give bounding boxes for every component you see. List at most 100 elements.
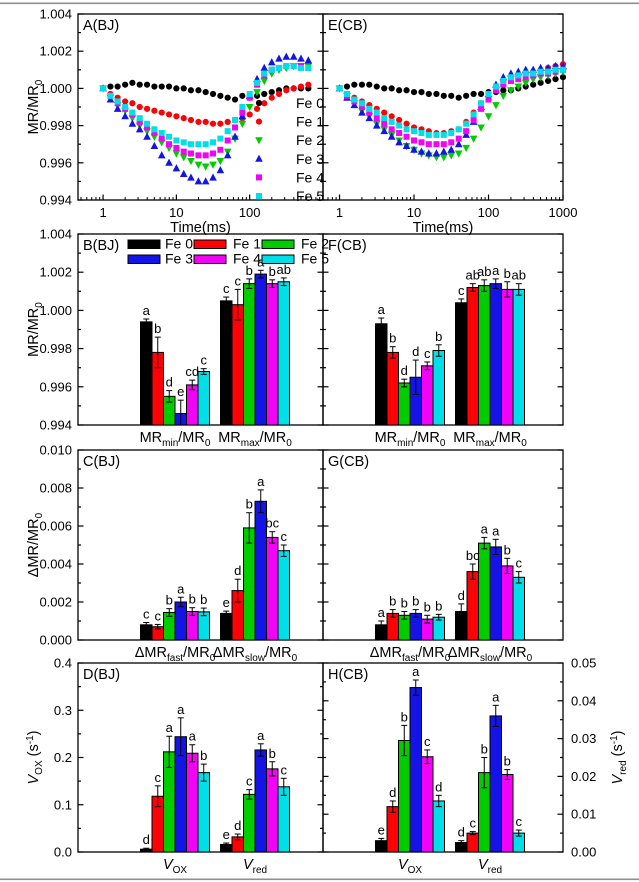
significance-letter: d xyxy=(143,832,150,847)
y-axis: 0.0 0.1 0.2 0.3 0.4 xyxy=(54,656,323,860)
significance-letter: b xyxy=(424,599,431,614)
significance-letter: c xyxy=(155,608,162,623)
significance-letter: b xyxy=(189,592,196,607)
significance-letter: c xyxy=(223,281,230,296)
significance-letter: b xyxy=(389,331,396,346)
bar-fe-1 xyxy=(231,304,244,426)
bottom-frame-line xyxy=(0,878,639,881)
bar-fe-3 xyxy=(254,273,267,426)
significance-letter: c xyxy=(516,556,523,571)
y-tick-label: 0.00 xyxy=(571,845,596,860)
panel-title: C(BJ) xyxy=(83,454,120,470)
significance-letter: b xyxy=(504,266,511,281)
significance-letter: a xyxy=(257,254,265,269)
significance-letter: ab xyxy=(512,268,526,283)
legend-label: Fe 3 xyxy=(296,151,324,167)
bar-fe-5 xyxy=(277,550,290,641)
significance-letter: b xyxy=(412,594,419,609)
bar-fe-1 xyxy=(466,571,479,641)
group-label: VOX xyxy=(398,857,422,876)
panel-title: A(BJ) xyxy=(83,18,119,34)
series-fe-5 xyxy=(100,63,312,148)
panel-C: 0.000 0.002 0.004 0.006 0.008 0.010 ΔMR/MR0 C(B… xyxy=(26,443,324,664)
significance-letter: bc xyxy=(466,548,480,563)
significance-letter: b xyxy=(435,598,442,613)
group-label: ΔMRfast/MR0 xyxy=(135,645,216,664)
bar-fe-3 xyxy=(489,715,502,853)
top-frame-line xyxy=(0,2,639,5)
significance-letter: d xyxy=(412,344,419,359)
significance-letter: b xyxy=(401,709,408,724)
x-axis: 1 10 100 xyxy=(80,194,324,220)
significance-letter: a xyxy=(257,474,265,489)
legend-label: Fe 1 xyxy=(233,236,261,252)
bar-fe-2 xyxy=(478,285,491,426)
bar-fe-5 xyxy=(512,576,525,641)
legend-label: Fe 2 xyxy=(296,132,324,148)
y-tick-label: 0.996 xyxy=(39,155,72,170)
panel-title: F(CB) xyxy=(328,238,367,254)
significance-letter: c xyxy=(281,762,288,777)
bar-fe-4 xyxy=(501,565,514,641)
bar-fe-5 xyxy=(277,786,290,853)
y-tick-label: 0.05 xyxy=(571,656,596,671)
y-tick-label: 0.004 xyxy=(39,557,72,572)
group-label: MRmax/MR0 xyxy=(453,430,527,449)
bar-fe-1 xyxy=(466,286,479,426)
significance-letter: a xyxy=(166,720,174,735)
significance-letter: c xyxy=(246,774,253,789)
panel-A: 0.994 0.996 0.998 1.000 1.002 1.004 MR/MR0 A(BJ… xyxy=(26,7,324,237)
significance-letter: b xyxy=(200,748,207,763)
bar-fe-4 xyxy=(186,752,199,853)
significance-letter: b xyxy=(504,542,511,557)
bar-fe-3 xyxy=(409,687,422,853)
group-label: ΔMRfast/MR0 xyxy=(370,645,451,664)
y-axis: 0.994 0.996 0.998 1.000 1.002 1.004 xyxy=(39,227,323,433)
y-axis xyxy=(323,233,563,426)
bar-fe-1 xyxy=(386,351,399,426)
y-tick-label: 0.010 xyxy=(39,443,72,458)
bar-fe-5 xyxy=(432,350,445,426)
bar-fe-0 xyxy=(220,300,233,426)
legend-label: Fe 2 xyxy=(301,236,329,252)
panel-title: D(BJ) xyxy=(83,667,120,683)
y-tick-label: 0.3 xyxy=(54,703,72,718)
significance-letter: ab xyxy=(477,264,491,279)
y-axis-label-right: Vred (s-1) xyxy=(609,731,629,785)
bar-fe-0 xyxy=(220,612,233,641)
y-tick-label: 0.996 xyxy=(39,379,72,394)
y-tick-label: 0.03 xyxy=(571,731,596,746)
group-label: Vred xyxy=(478,857,502,876)
significance-letter: b xyxy=(200,592,207,607)
legend-swatch xyxy=(193,239,227,249)
y-tick-label: 1.002 xyxy=(39,265,72,280)
significance-letter: d xyxy=(234,818,241,833)
bar-group-1: ab b b b b xyxy=(375,594,445,641)
bar-fe-4 xyxy=(266,768,279,853)
y-axis xyxy=(323,13,563,201)
bar-group-1: e d b a c d xyxy=(375,664,445,853)
significance-letter: c xyxy=(281,529,288,544)
y-tick-label: 0.998 xyxy=(39,341,72,356)
bar-fe-2 xyxy=(398,739,411,853)
significance-letter: e xyxy=(223,595,230,610)
y-tick-label: 0.006 xyxy=(39,519,72,534)
significance-letter: d xyxy=(234,563,241,578)
bar-fe-4 xyxy=(421,756,434,853)
x-tick-label: 1 xyxy=(99,205,106,220)
significance-letter: c xyxy=(143,607,150,622)
significance-letter: c xyxy=(235,273,242,288)
y-axis-label: MR/MR0 xyxy=(26,302,45,357)
bar-fe-4 xyxy=(186,384,199,426)
bar-fe-5 xyxy=(197,772,210,853)
